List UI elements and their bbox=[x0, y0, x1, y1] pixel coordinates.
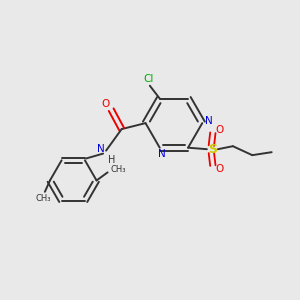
Text: S: S bbox=[208, 143, 217, 156]
Text: N: N bbox=[158, 149, 166, 159]
Text: O: O bbox=[215, 125, 223, 135]
Text: Cl: Cl bbox=[143, 74, 154, 84]
Text: H: H bbox=[108, 154, 115, 165]
Text: CH₃: CH₃ bbox=[111, 165, 126, 174]
Text: N: N bbox=[97, 144, 105, 154]
Text: N: N bbox=[205, 116, 213, 126]
Text: O: O bbox=[102, 99, 110, 109]
Text: O: O bbox=[215, 164, 223, 174]
Text: CH₃: CH₃ bbox=[36, 194, 51, 203]
